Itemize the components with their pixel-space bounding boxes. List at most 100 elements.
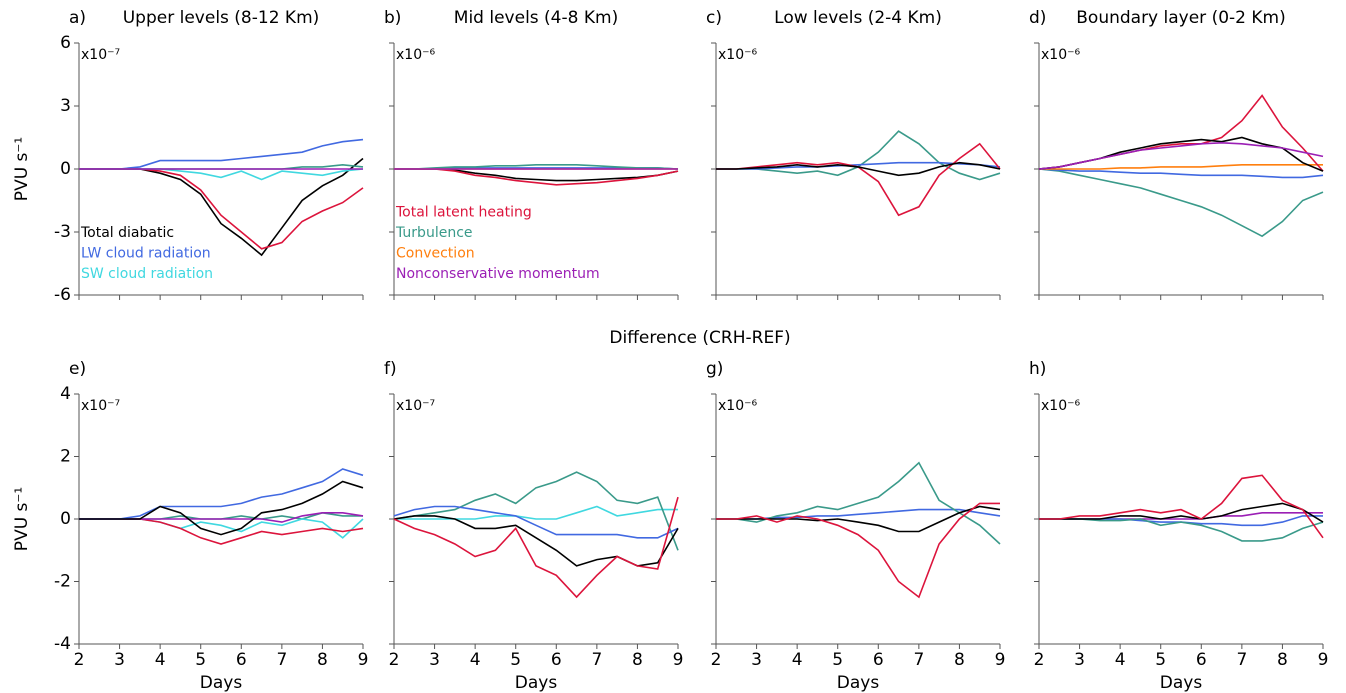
series-line: [79, 138, 364, 170]
series-line: [1039, 164, 1323, 170]
series-line: [1038, 94, 1324, 172]
x-tick-label: 4: [1115, 650, 1126, 670]
scale-label: x10⁻⁶: [1041, 47, 1080, 63]
scale-label: x10⁻⁶: [718, 47, 757, 63]
x-tick-label: 8: [954, 650, 965, 670]
x-tick-label: 6: [236, 650, 247, 670]
series-line: [393, 496, 679, 599]
series-line: [716, 505, 1001, 533]
y-axis-label: PVU s⁻¹: [12, 487, 32, 551]
series-line: [394, 505, 678, 520]
x-axis-label: Days: [1160, 673, 1203, 693]
x-tick-label: 2: [74, 650, 85, 670]
series-line: [1038, 168, 1324, 238]
panel-title: Upper levels (8-12 Km): [123, 8, 320, 28]
x-tick-label: 8: [317, 650, 328, 670]
series-line: [393, 515, 679, 567]
x-tick-label: 5: [1155, 650, 1166, 670]
x-tick-label: 2: [711, 650, 722, 670]
scale-label: x10⁻⁶: [718, 398, 757, 414]
scale-label: x10⁻⁶: [396, 47, 435, 63]
x-axis-label: Days: [200, 673, 243, 693]
panel-label: h): [1029, 359, 1046, 379]
legend-label: Nonconservative momentum: [396, 266, 600, 282]
panel-label: f): [384, 359, 397, 379]
x-tick-label: 4: [792, 650, 803, 670]
y-axis-label: PVU s⁻¹: [12, 137, 32, 201]
scale-label: x10⁻⁷: [396, 398, 435, 414]
series-line: [1038, 141, 1324, 170]
series-line: [1038, 136, 1324, 172]
x-tick-label: 2: [1034, 650, 1045, 670]
panel-label: c): [706, 8, 722, 28]
y-tick-label: -3: [54, 222, 71, 242]
x-tick-label: 2: [389, 650, 400, 670]
x-tick-label: 5: [832, 650, 843, 670]
x-tick-label: 9: [995, 650, 1006, 670]
series-line: [716, 502, 1000, 599]
y-tick-label: 6: [60, 33, 71, 53]
legend-label: Total diabatic: [80, 225, 174, 241]
panel-label: g): [706, 359, 723, 379]
series-line: [1038, 168, 1324, 179]
series-line: [1039, 502, 1324, 523]
series-line: [79, 518, 364, 545]
x-tick-label: 5: [195, 650, 206, 670]
x-axis-label: Days: [515, 673, 558, 693]
series-line: [79, 468, 364, 520]
x-tick-label: 7: [913, 650, 924, 670]
x-tick-label: 3: [429, 650, 440, 670]
y-tick-label: 0: [60, 509, 71, 529]
panel-title: Low levels (2-4 Km): [774, 8, 942, 28]
y-tick-label: 4: [60, 384, 71, 404]
x-tick-label: 6: [1196, 650, 1207, 670]
series-line: [79, 168, 364, 181]
x-tick-label: 6: [551, 650, 562, 670]
series-line: [79, 480, 364, 536]
series-line: [716, 142, 1001, 217]
x-tick-label: 3: [751, 650, 762, 670]
y-tick-label: -4: [54, 634, 71, 654]
legend-label: SW cloud radiation: [81, 266, 213, 282]
scale-label: x10⁻⁶: [1041, 398, 1080, 414]
series-line: [1039, 515, 1323, 527]
x-tick-label: 3: [114, 650, 125, 670]
x-tick-label: 9: [358, 650, 369, 670]
x-tick-label: 4: [470, 650, 481, 670]
panel-label: b): [384, 8, 401, 28]
y-tick-label: -6: [54, 285, 71, 305]
x-tick-label: 7: [276, 650, 287, 670]
scale-label: x10⁻⁷: [81, 398, 120, 414]
y-tick-label: 2: [60, 447, 71, 467]
series-line: [393, 505, 679, 539]
x-tick-label: 7: [591, 650, 602, 670]
x-tick-label: 6: [873, 650, 884, 670]
panel-title: Boundary layer (0-2 Km): [1076, 8, 1285, 28]
x-tick-label: 7: [1236, 650, 1247, 670]
series-line: [716, 130, 1001, 181]
x-tick-label: 9: [1318, 650, 1329, 670]
x-tick-label: 8: [1277, 650, 1288, 670]
x-tick-label: 3: [1074, 650, 1085, 670]
panel-title: Mid levels (4-8 Km): [454, 8, 618, 28]
series-line: [394, 164, 679, 170]
y-tick-label: 3: [60, 96, 71, 116]
panel-label: e): [69, 359, 86, 379]
series-line: [1039, 474, 1324, 539]
y-tick-label: 0: [60, 159, 71, 179]
legend-label: LW cloud radiation: [81, 246, 211, 262]
x-tick-label: 9: [673, 650, 684, 670]
panel-label: a): [69, 8, 86, 28]
y-tick-label: -2: [54, 572, 71, 592]
panel-label: d): [1029, 8, 1046, 28]
x-tick-label: 8: [632, 650, 643, 670]
series-line: [393, 471, 679, 551]
legend-label: Turbulence: [395, 225, 473, 241]
legend-label: Convection: [396, 246, 475, 262]
series-line: [716, 161, 1001, 177]
x-tick-label: 4: [155, 650, 166, 670]
scale-label: x10⁻⁷: [81, 47, 120, 63]
x-axis-label: Days: [837, 673, 880, 693]
